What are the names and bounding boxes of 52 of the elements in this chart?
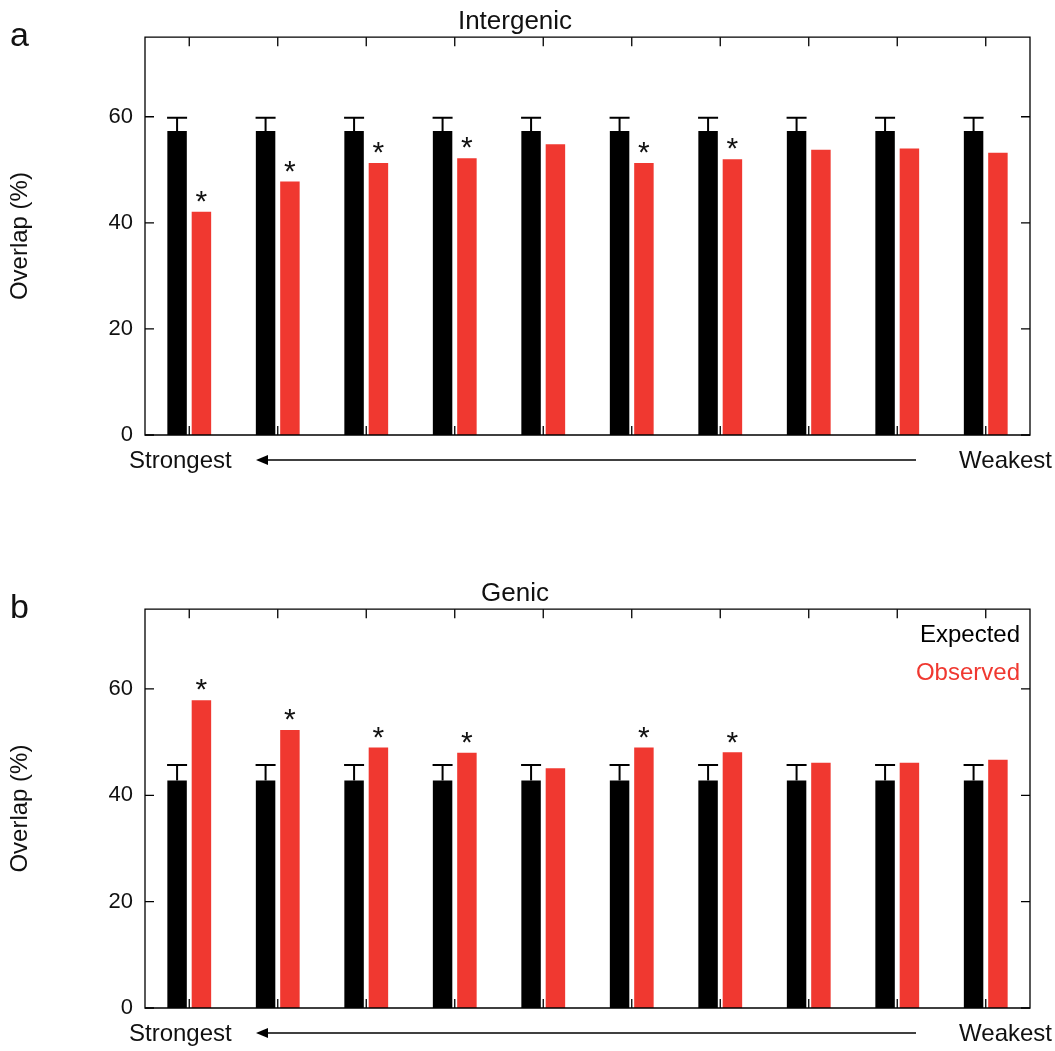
- bar: [722, 159, 743, 435]
- text: Weakest: [959, 446, 1053, 473]
- data-label: *: [372, 719, 385, 753]
- bar: [811, 149, 831, 435]
- data-label: *: [195, 183, 208, 217]
- bar: [722, 752, 743, 1008]
- y-tick-label: 0: [120, 421, 133, 447]
- bar: [634, 747, 654, 1008]
- text: b: [10, 587, 29, 625]
- text: Strongest: [129, 1019, 233, 1046]
- y-tick-label: 60: [108, 102, 133, 128]
- text: Weakest: [959, 1019, 1053, 1046]
- chart-title: Intergenic: [457, 4, 573, 35]
- y-tick-label: 60: [108, 675, 133, 701]
- bar: [191, 700, 212, 1008]
- bar: [280, 729, 300, 1008]
- bar: [368, 162, 389, 435]
- data-label: *: [638, 719, 651, 753]
- bar: [811, 762, 831, 1008]
- data-label: *: [372, 135, 385, 169]
- data-label: *: [195, 672, 208, 706]
- y-tick-label: 40: [108, 781, 133, 807]
- y-tick-label: 40: [108, 208, 133, 234]
- bar: [634, 162, 654, 435]
- bar: [457, 158, 477, 435]
- bar: [988, 759, 1008, 1008]
- data-label: *: [726, 724, 739, 758]
- bar: [545, 144, 566, 435]
- bar: [988, 152, 1008, 435]
- data-label: *: [461, 130, 474, 164]
- y-tick-label: 20: [108, 887, 133, 913]
- data-label: *: [726, 131, 739, 165]
- bar: [368, 747, 389, 1008]
- bar: [899, 762, 920, 1008]
- data-label: *: [638, 135, 651, 169]
- data-label: *: [284, 153, 297, 187]
- data-label: *: [461, 725, 474, 759]
- y-axis-title: Overlap (%): [5, 172, 33, 301]
- y-axis-title: Overlap (%): [5, 744, 33, 873]
- text: a: [10, 15, 29, 53]
- bar: [899, 148, 920, 435]
- text: Observed: [915, 657, 1020, 685]
- text: Strongest: [129, 446, 233, 473]
- bar: [545, 768, 566, 1008]
- data-label: *: [284, 702, 297, 736]
- bar: [457, 752, 477, 1008]
- chart-title: Genic: [481, 576, 549, 607]
- legend-label: Expected: [919, 619, 1020, 647]
- bar: [280, 181, 300, 435]
- y-tick-label: 20: [108, 314, 133, 340]
- y-tick-label: 0: [120, 994, 133, 1020]
- bar: [191, 211, 212, 435]
